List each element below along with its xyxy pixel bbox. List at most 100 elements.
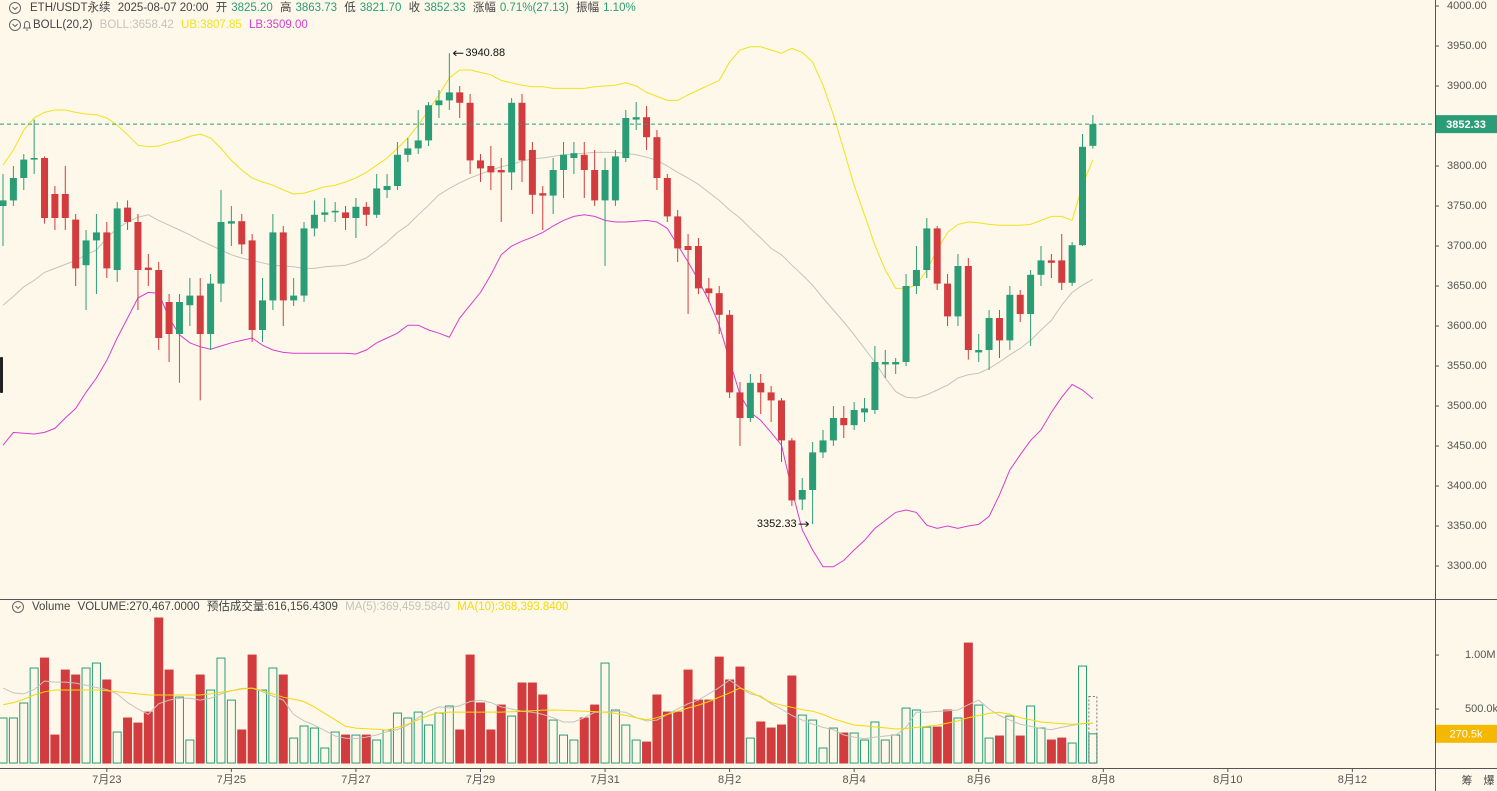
volume-bar: [361, 734, 371, 764]
volume-bar: [943, 709, 953, 764]
candle-body: [352, 206, 360, 218]
candle-body: [269, 232, 277, 301]
volume-bar: [1005, 715, 1015, 764]
volume-bar: [392, 712, 402, 764]
volume-bar: [341, 734, 351, 764]
candle-body: [290, 295, 298, 301]
volume-bar: [330, 731, 340, 764]
candle-body: [705, 288, 713, 294]
volume-bar: [797, 714, 807, 764]
volume-bar: [372, 739, 382, 764]
candle-body: [643, 117, 651, 138]
volume-bar: [756, 721, 766, 764]
volume-bar: [258, 689, 268, 764]
volume-bar: [195, 674, 205, 764]
volume-bar: [818, 747, 828, 764]
candle-body: [175, 302, 183, 334]
volume-bar: [766, 727, 776, 764]
volume-bar: [309, 727, 319, 764]
volume-bar: [735, 666, 745, 764]
candle-body: [207, 283, 215, 334]
info-value: 1.10%: [603, 2, 636, 14]
candle-body: [404, 148, 412, 155]
volume-bars: [0, 617, 1098, 764]
volume-bar: [278, 674, 288, 764]
candle-body: [248, 240, 256, 330]
volume-bar: [133, 722, 143, 764]
volume-bar: [621, 724, 631, 764]
candle-body: [663, 178, 671, 217]
volume-bar: [496, 704, 506, 764]
volume-bar: [652, 694, 662, 764]
y-tick-label: 3400.00: [1447, 480, 1487, 492]
volume-bar: [216, 657, 226, 764]
info-label: 振幅: [576, 2, 600, 14]
candle-body: [82, 240, 90, 266]
x-tick-label: 8月12: [1338, 774, 1367, 786]
volume-bar: [403, 717, 413, 764]
arrow: [798, 521, 809, 528]
volume-bar: [683, 669, 693, 764]
volume-bar: [206, 689, 216, 764]
volume-bar: [237, 729, 247, 764]
volume-bar: [351, 734, 361, 764]
candle-body: [861, 408, 869, 413]
x-tick-label: 8月2: [718, 774, 741, 786]
y-tick-label: 3600.00: [1447, 320, 1487, 332]
volume-bar: [465, 654, 475, 764]
volume-bar: [808, 719, 818, 764]
candle-body: [466, 102, 474, 161]
candle-body: [881, 362, 889, 365]
volume-bar: [849, 732, 859, 764]
candle-body: [539, 193, 547, 196]
side-handle[interactable]: [0, 357, 3, 393]
candle-body: [871, 362, 879, 410]
candle-body: [902, 286, 910, 362]
candle-body: [601, 170, 609, 201]
volume-bar: [475, 702, 485, 764]
x-tick-label: 8月8: [1092, 774, 1115, 786]
volume-bar: [590, 704, 600, 764]
y-tick-label: 3300.00: [1447, 560, 1487, 572]
candle-body: [591, 170, 599, 201]
candle-body: [435, 100, 443, 106]
info-label: 低: [344, 2, 356, 14]
candle-body: [923, 228, 931, 270]
volume-bar: [143, 711, 153, 764]
candle-body: [985, 318, 993, 350]
candle-body: [113, 208, 121, 270]
candle-body: [331, 210, 339, 213]
volume-ma-line: [2, 687, 1093, 731]
footer-icon[interactable]: 爆: [1484, 773, 1495, 787]
volume-tag-label: 270.5k: [1449, 729, 1483, 741]
estimated-volume: [1088, 696, 1098, 764]
candle-body: [217, 222, 225, 284]
info-value: 3863.73: [295, 2, 338, 14]
info-value: 3821.70: [359, 2, 402, 14]
candle-body: [570, 153, 578, 158]
volume-bar: [268, 667, 278, 764]
candle-body: [0, 200, 7, 206]
candle-body: [1037, 260, 1045, 275]
candle-body: [1006, 294, 1014, 341]
volume-bar: [642, 741, 652, 764]
y-tick-label: 3800.00: [1447, 160, 1487, 172]
candle-body: [476, 160, 484, 169]
candle-body: [61, 194, 69, 218]
volume-tag: [1436, 724, 1497, 743]
volume-bar: [901, 707, 911, 764]
candle-body: [622, 118, 630, 158]
y-tick-label: 500.0k: [1465, 703, 1497, 715]
candle-body: [580, 154, 588, 170]
volume-bar: [517, 682, 527, 764]
candle-body: [508, 102, 516, 173]
candle-body: [1079, 146, 1087, 246]
candle-body: [238, 221, 246, 245]
volume-bar: [932, 726, 942, 764]
low-annotation: 3352.33: [757, 518, 797, 530]
footer-icon[interactable]: 筹: [1462, 773, 1473, 787]
volume-bar: [870, 721, 880, 764]
candle-body: [995, 318, 1003, 341]
volume-bar: [0, 717, 8, 764]
volume-bar: [673, 711, 683, 764]
